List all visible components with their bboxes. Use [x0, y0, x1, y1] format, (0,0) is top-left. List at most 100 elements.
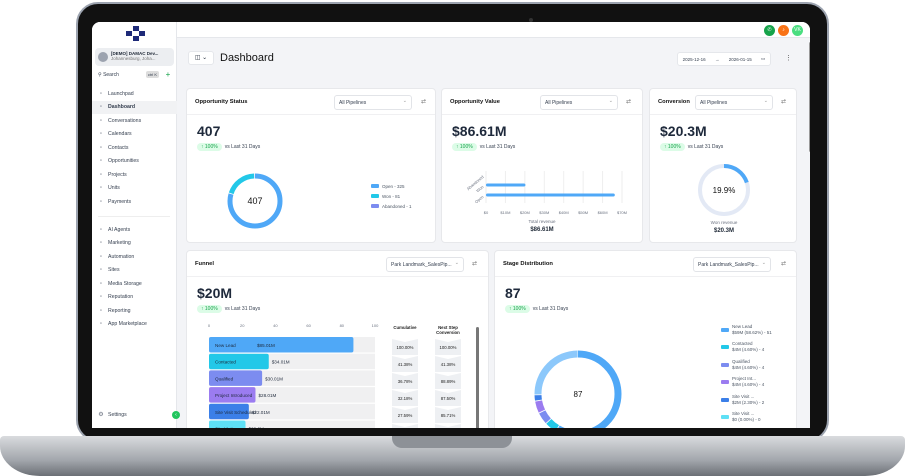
legend-item[interactable]: Site Visit ... $2M (2.30%) - 2 — [721, 391, 772, 409]
funnel-bar-label: Contacted — [215, 360, 236, 365]
pipeline-select[interactable]: All Pipelines — [540, 95, 618, 110]
swap-icon[interactable]: ⇄ — [626, 99, 632, 105]
sidebar-item-media-storage[interactable]: ▫ Media Storage — [92, 277, 177, 291]
swap-icon[interactable]: ⇄ — [421, 99, 427, 105]
funnel-bar[interactable] — [209, 353, 269, 370]
sidebar-item-opportunities[interactable]: ▫ Opportunities — [92, 155, 177, 169]
sidebar-item-projects[interactable]: ▫ Projects — [92, 168, 177, 182]
cumulative-cell: 27.59% — [392, 407, 418, 423]
sidebar-item-label: App Marketplace — [108, 321, 147, 328]
more-options-icon[interactable]: ⋮ — [785, 55, 792, 62]
topbar: ✆ ♪ VK — [177, 22, 810, 38]
sidebar-item-reporting[interactable]: ▫ Reporting — [92, 304, 177, 318]
sidebar-item-contacts[interactable]: ▫ Contacts — [92, 141, 177, 155]
quick-add-button[interactable]: + — [165, 70, 171, 79]
card-title: Funnel — [195, 260, 214, 267]
delta-badge: ↑ 100% — [197, 305, 222, 313]
funnel-bar[interactable] — [209, 403, 249, 420]
funnel-track — [209, 403, 375, 420]
page-title: Dashboard — [220, 52, 274, 64]
pipeline-select[interactable]: Park Landmark_SalesPip... — [386, 257, 464, 272]
donut-center-value: 87 — [574, 390, 583, 399]
sidebar-item-app-marketplace[interactable]: ▫ App Marketplace — [92, 318, 177, 332]
x-tick-label: $20M — [520, 210, 530, 215]
bell-icon[interactable]: ♪ — [778, 25, 789, 36]
sidebar-item-label: Units — [108, 185, 120, 192]
legend-item[interactable]: Abandoned - 1 — [371, 201, 412, 211]
legend-item[interactable]: Contacted $4M (4.60%) - 4 — [721, 339, 772, 357]
pipeline-select[interactable]: All Pipelines — [334, 95, 412, 110]
total-label: Total revenue — [528, 219, 556, 224]
sidebar-item-conversations[interactable]: ▫ Conversations — [92, 114, 177, 128]
layout-switcher[interactable]: ◫ ⌄ — [188, 51, 214, 65]
sidebar-item-sites[interactable]: ▫ Sites — [92, 264, 177, 278]
legend-label: Abandoned - 1 — [382, 203, 412, 209]
date-from: 2025-12-16 — [682, 56, 706, 62]
sidebar-item-label: Marketing — [108, 240, 131, 247]
swap-icon[interactable]: ⇄ — [781, 261, 787, 267]
funnel-scrollbar[interactable] — [476, 327, 479, 428]
legend-item[interactable]: Open - 325 — [371, 181, 412, 191]
next-step-header: Next Step Conversion — [436, 325, 460, 335]
next-step-cell — [435, 424, 461, 428]
donut-segment[interactable] — [534, 350, 622, 428]
phone-icon[interactable]: ✆ — [764, 25, 775, 36]
value-bar[interactable] — [486, 183, 526, 187]
conversion-card: Conversion All Pipelines ⇄ $20.3M ↑ 100%… — [649, 88, 797, 243]
payments-icon: ▫ — [99, 198, 103, 205]
cumulative-column: Cumulative 100.00% 41.38% 36.78% 32.18% 27.59… — [392, 325, 418, 428]
sidebar-item-settings[interactable]: ⚙ Settings — [92, 408, 177, 422]
account-switcher[interactable]: [DEMO] DAMAC Dev... Johannesburg, Joha... — [95, 48, 174, 66]
sidebar-item-automation[interactable]: ▫ Automation — [92, 250, 177, 264]
account-name: [DEMO] DAMAC Dev... — [111, 51, 159, 56]
legend-detail: $59M (58.62%) - 51 — [732, 329, 772, 335]
user-avatar[interactable]: VK — [792, 25, 803, 36]
collapse-sidebar-button[interactable]: ‹ — [172, 411, 180, 419]
legend-item[interactable]: Won - 81 — [371, 191, 412, 201]
image-icon: ▫ — [99, 280, 103, 287]
funnel-bar[interactable] — [209, 420, 246, 429]
sidebar-item-ai-agents[interactable]: ▫ AI Agents — [92, 223, 177, 237]
next-step-cell: 88.89% — [435, 373, 461, 389]
donut-segment[interactable] — [227, 173, 283, 229]
sidebar-item-reputation[interactable]: ▫ Reputation — [92, 291, 177, 305]
sidebar: [DEMO] DAMAC Dev... Johannesburg, Joha...… — [92, 22, 180, 428]
sidebar-item-payments[interactable]: ▫ Payments — [92, 195, 177, 209]
funnel-bar-amount: $22.01M — [252, 410, 270, 415]
sidebar-item-units[interactable]: ▫ Units — [92, 182, 177, 196]
legend-item[interactable]: New Lead $59M (58.62%) - 51 — [721, 321, 772, 339]
y-tick-label: Open — [474, 194, 485, 204]
pipeline-select[interactable]: Park Landmark_SalesPip... — [693, 257, 771, 272]
sidebar-item-calendars[interactable]: ▫ Calendars — [92, 128, 177, 142]
pipeline-select[interactable]: All Pipelines — [695, 95, 773, 110]
sidebar-item-launchpad[interactable]: ▫ Launchpad — [92, 87, 177, 101]
funnel-bar[interactable] — [209, 370, 263, 386]
legend-label: New Lead — [732, 323, 753, 329]
search-button[interactable]: ⚲ Search ctrl K — [95, 70, 161, 80]
legend-swatch — [721, 345, 729, 350]
calendar-icon: ▫ — [99, 131, 103, 138]
x-tick-label: 100 — [372, 323, 379, 328]
legend-item[interactable]: Site Visit ... $0 (0.00%) - 0 — [721, 409, 772, 427]
value-bar[interactable] — [486, 193, 615, 197]
sidebar-item-dashboard[interactable]: ▫ Dashboard — [92, 100, 177, 114]
donut-segment[interactable] — [534, 350, 622, 428]
page-scrollbar[interactable] — [809, 42, 810, 152]
swap-icon[interactable]: ⇄ — [781, 99, 787, 105]
grid-icon: ▫ — [99, 104, 103, 111]
delta-text: vs Last 31 Days — [479, 144, 516, 150]
funnel-bar[interactable] — [209, 337, 354, 353]
legend-item[interactable]: Project Int... $4M (4.60%) - 4 — [721, 374, 772, 392]
funnel-bar[interactable] — [209, 387, 256, 403]
legend-item[interactable]: Qualified $4M (4.60%) - 4 — [721, 356, 772, 374]
date-range-picker[interactable]: 2025-12-16 → 2026-01-15 ▭ — [677, 52, 771, 66]
x-tick-label: $0 — [484, 210, 489, 215]
sidebar-item-marketing[interactable]: ▫ Marketing — [92, 237, 177, 251]
funnel-card: Funnel Park Landmark_SalesPip... ⇄ $20M … — [186, 250, 489, 428]
funnel-bar-label: Site Visit Scheduled — [215, 410, 256, 415]
sidebar-item-label: Projects — [108, 171, 127, 178]
sidebar-item-label: AI Agents — [108, 226, 131, 233]
legend-item[interactable]: Negotiation ... — [721, 426, 772, 428]
swap-icon[interactable]: ⇄ — [472, 261, 478, 267]
x-tick-label: $60M — [598, 210, 608, 215]
